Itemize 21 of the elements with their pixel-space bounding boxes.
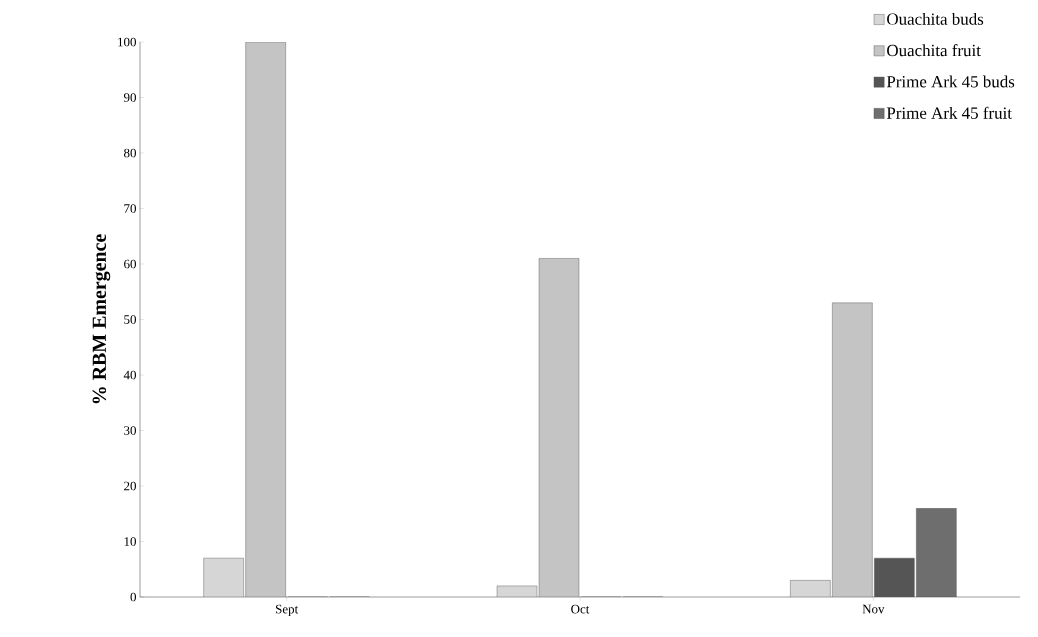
y-tick-label: 10	[124, 537, 136, 546]
legend-label: Prime Ark 45 fruit	[886, 106, 1012, 119]
legend-label: Prime Ark 45 buds	[886, 75, 1015, 88]
bar	[203, 557, 244, 597]
legend-label: Ouachita fruit	[887, 44, 981, 57]
y-tick-label: 100	[118, 37, 136, 47]
y-tick-label: 80	[124, 148, 136, 158]
y-tick-label: 0	[130, 592, 136, 602]
y-tick-label: 20	[124, 481, 136, 491]
y-tick-label: 50	[124, 315, 136, 324]
bar	[916, 508, 957, 597]
x-tick-label: Oct	[571, 604, 590, 614]
y-axis-title: % RBM Emergence	[92, 234, 111, 404]
y-tick-label: 60	[124, 259, 136, 269]
y-tick-label: 90	[123, 93, 136, 102]
y-tick-label: 30	[124, 426, 136, 435]
y-tick-label: 70	[124, 204, 136, 213]
legend-label: Ouachita buds	[887, 12, 984, 25]
x-tick-label: Nov	[862, 604, 885, 614]
y-tick-label: 40	[123, 370, 136, 380]
x-tick-label: Sept	[276, 604, 299, 617]
